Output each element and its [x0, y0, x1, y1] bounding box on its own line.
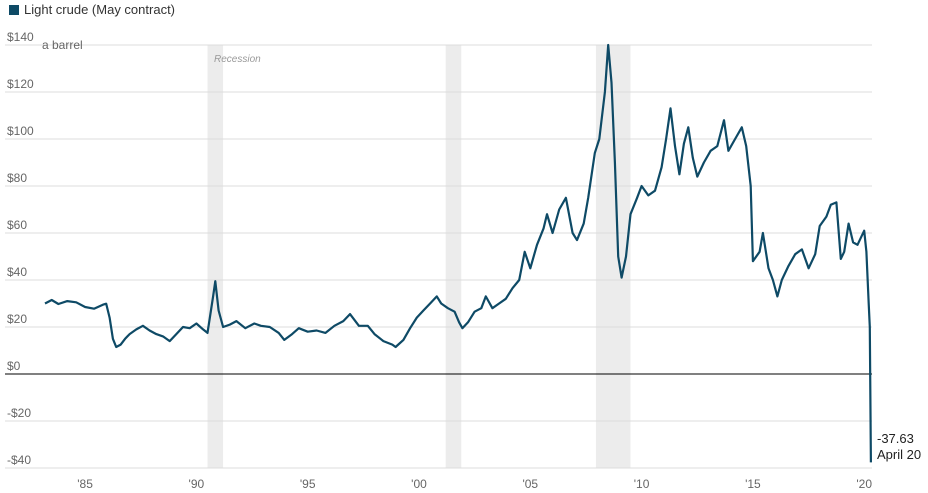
- recession-bands: [207, 45, 631, 468]
- y-tick-label: $20: [7, 312, 27, 326]
- y-tick-label: $100: [7, 124, 34, 138]
- y-tick-label: $0: [7, 359, 21, 373]
- y-axis-ticks: $140 $120 $100 $80 $60 $40 $20 $0 -$20 -$40: [7, 30, 34, 467]
- series-line-light-crude: [44, 43, 872, 463]
- y-tick-label: $40: [7, 265, 27, 279]
- y-tick-label: $80: [7, 171, 27, 185]
- y-tick-label: $60: [7, 218, 27, 232]
- x-tick-label: '85: [77, 477, 93, 491]
- y-tick-label: $140: [7, 30, 34, 44]
- x-tick-label: '95: [300, 477, 316, 491]
- recession-band: [207, 45, 224, 468]
- legend-label: Light crude (May contract): [24, 2, 175, 17]
- recession-label: Recession: [214, 54, 261, 65]
- annotation-date: April 20: [877, 447, 921, 462]
- legend-swatch: [9, 5, 19, 15]
- recession-band: [445, 45, 462, 468]
- x-tick-label: '15: [745, 477, 761, 491]
- y-tick-label: -$40: [7, 453, 31, 467]
- y-unit-label: a barrel: [42, 38, 83, 52]
- x-tick-label: '10: [634, 477, 650, 491]
- legend: Light crude (May contract): [9, 2, 175, 17]
- annotation-value: -37.63: [877, 431, 914, 446]
- x-tick-label: '00: [411, 477, 427, 491]
- gridlines: [5, 44, 872, 469]
- y-tick-label: -$20: [7, 406, 31, 420]
- x-tick-label: '90: [189, 477, 205, 491]
- x-tick-label: '05: [522, 477, 538, 491]
- y-tick-label: $120: [7, 77, 34, 91]
- end-annotation: -37.63 April 20: [877, 431, 921, 462]
- x-axis-ticks: '85 '90 '95 '00 '05 '10 '15 '20: [77, 477, 872, 491]
- x-tick-label: '20: [856, 477, 872, 491]
